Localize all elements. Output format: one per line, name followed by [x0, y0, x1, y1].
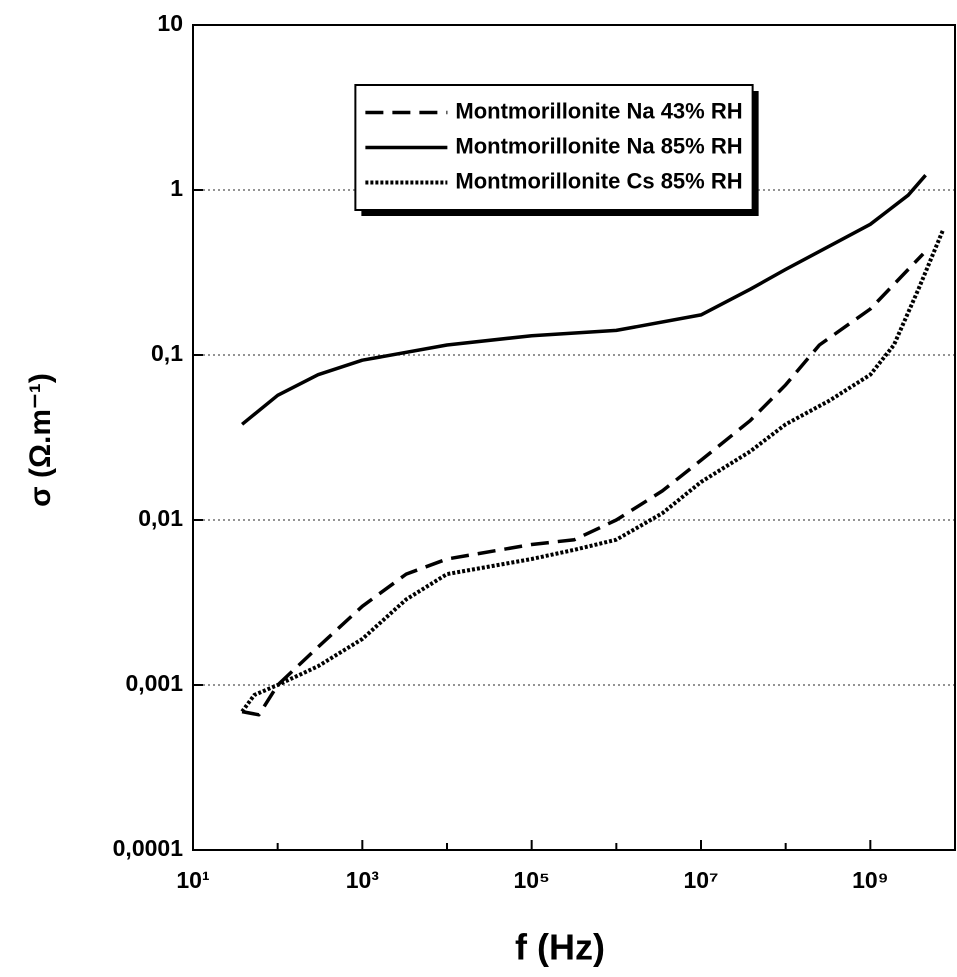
x-tick-label: 10¹: [176, 867, 209, 893]
series-line: [241, 252, 925, 717]
legend-label: Montmorillonite Cs 85% RH: [455, 168, 742, 193]
legend: Montmorillonite Na 43% RH Montmorillonite…: [354, 84, 759, 216]
x-axis-label: f (Hz): [515, 927, 605, 968]
x-tick-label: 10⁹: [852, 867, 889, 893]
series-line: [240, 229, 945, 713]
y-tick-label: 0,01: [138, 505, 183, 531]
plot-frame: [192, 24, 956, 851]
x-tick-label: 10⁵: [513, 867, 549, 893]
y-tick-label: 10: [157, 10, 183, 36]
y-tick-label: 0,1: [151, 340, 183, 366]
series-line: [240, 174, 927, 426]
x-tick-label: 10³: [346, 867, 380, 893]
y-tick-label: 0,001: [125, 670, 183, 696]
y-tick-label: 0,0001: [113, 835, 184, 861]
y-axis-label: σ (Ω.m⁻¹): [24, 373, 57, 507]
y-tick-label: 1: [170, 175, 183, 201]
legend-label: Montmorillonite Na 85% RH: [455, 133, 742, 158]
x-tick-label: 10⁷: [683, 867, 718, 893]
legend-label: Montmorillonite Na 43% RH: [455, 98, 742, 123]
